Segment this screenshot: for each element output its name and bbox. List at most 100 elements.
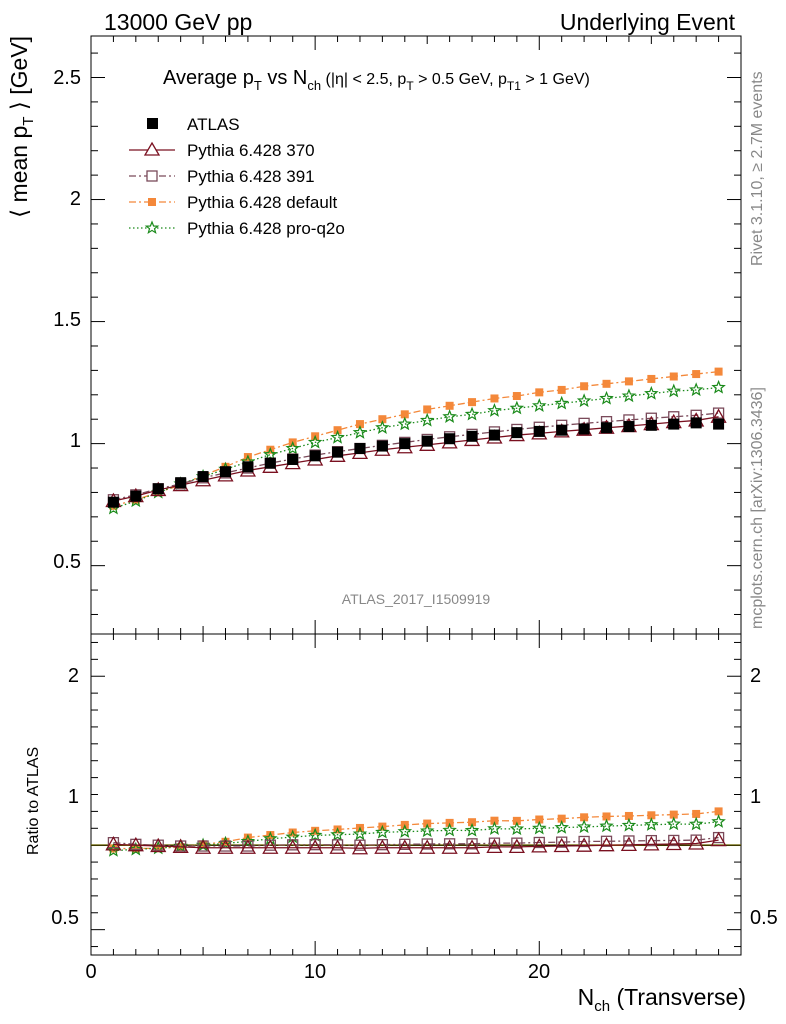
ratio-point-pythia-6-428-pro-q2o <box>599 818 614 833</box>
ratio-point-pythia-6-428-pro-q2o <box>330 827 345 841</box>
data-point-atlas <box>399 438 411 450</box>
ratio-y-axis-label: Ratio to ATLAS <box>25 747 42 855</box>
data-point-atlas <box>556 424 568 436</box>
ratio-point-pythia-6-428-370 <box>374 839 391 854</box>
ratio-point-pythia-6-428-370 <box>643 836 660 851</box>
ratio-point-pythia-6-428-pro-q2o <box>397 824 413 838</box>
data-point-pythia-6-428-default <box>535 388 544 397</box>
data-point-pythia-6-428-pro-q2o <box>711 379 726 394</box>
legend-entry-pythia-391: Pythia 6.428 391 <box>129 167 315 186</box>
ratio-point-pythia-6-428-370 <box>620 836 638 851</box>
ratio-point-pythia-6-428-370 <box>486 838 503 854</box>
y-axis-label: ⟨ mean pT ⟩ [GeV] <box>6 36 37 218</box>
data-point-atlas <box>242 461 254 473</box>
ratio-y-tick-labels-left: 2 1 0.5 <box>51 665 79 929</box>
ratio-point-pythia-6-428-pro-q2o <box>576 819 592 834</box>
data-point-atlas <box>511 427 523 439</box>
ratio-point-pythia-6-428-pro-q2o <box>375 824 390 839</box>
legend-entry-atlas: ATLAS <box>147 115 240 134</box>
data-point-pythia-6-428-default <box>355 420 364 429</box>
ratio-point-pythia-6-428-default <box>468 818 477 827</box>
ratio-point-pythia-6-428-370 <box>531 838 548 853</box>
main-ticks <box>90 36 742 634</box>
ratio-y-tick-labels-right: 2 1 0.5 <box>750 665 778 929</box>
data-point-atlas <box>645 419 657 431</box>
ratio-point-pythia-6-428-370 <box>598 836 615 852</box>
data-point-atlas <box>332 446 344 458</box>
ratio-point-pythia-6-428-370 <box>239 839 257 854</box>
data-point-pythia-6-428-default <box>669 372 678 381</box>
rivet-version-label: Rivet 3.1.10, ≥ 2.7M events <box>749 71 766 266</box>
ratio-point-pythia-6-428-default <box>714 807 723 816</box>
data-point-pythia-6-428-pro-q2o <box>487 403 502 417</box>
ratio-point-pythia-6-428-pro-q2o <box>554 819 569 834</box>
data-point-pythia-6-428-pro-q2o <box>375 420 390 434</box>
x-tick-label-10: 10 <box>304 961 326 983</box>
ratio-point-pythia-6-428-370 <box>665 835 682 851</box>
ratio-line-pythia-6-428-370 <box>113 839 719 849</box>
ratio-point-pythia-6-428-391 <box>623 835 635 847</box>
ratio-point-pythia-6-428-391 <box>443 838 456 850</box>
mcplots-label: mcplots.cern.ch [arXiv:1306.3436] <box>749 387 766 629</box>
ratio-point-pythia-6-428-pro-q2o <box>240 833 256 848</box>
data-point-pythia-6-428-pro-q2o <box>532 398 547 412</box>
ratio-point-pythia-6-428-391 <box>600 835 613 847</box>
data-point-pythia-6-428-pro-q2o <box>330 429 345 444</box>
x-tick-label-20: 20 <box>528 961 550 983</box>
ratio-point-pythia-6-428-391 <box>556 836 568 848</box>
legend-marker-pythia-391 <box>146 170 158 182</box>
ratio-panel-frame <box>90 633 742 956</box>
data-point-atlas <box>713 418 725 430</box>
series-line-pythia-6-428-370 <box>113 416 719 502</box>
data-point-atlas <box>444 433 456 445</box>
ratio-point-pythia-6-428-370 <box>150 837 167 853</box>
ratio-point-pythia-6-428-391 <box>690 834 702 846</box>
data-point-atlas <box>601 422 613 434</box>
ratio-point-pythia-6-428-370 <box>688 835 705 850</box>
ratio-point-pythia-6-428-370 <box>396 839 413 854</box>
ratio-y-tick-label-right-1: 1 <box>750 786 761 808</box>
y-tick-label-2: 2 <box>70 188 81 210</box>
data-point-atlas <box>690 417 702 429</box>
legend-label-pythia-pro-q2o: Pythia 6.428 pro-q2o <box>187 219 345 238</box>
ratio-point-pythia-6-428-391 <box>466 838 478 850</box>
ratio-series-pythia-6-428-370 <box>105 831 727 855</box>
ratio-y-tick-label-1: 1 <box>68 786 79 808</box>
ratio-point-pythia-6-428-default <box>266 831 275 840</box>
legend-entry-pythia-370: Pythia 6.428 370 <box>129 141 315 160</box>
ratio-point-pythia-6-428-default <box>512 816 521 825</box>
legend-label-pythia-391: Pythia 6.428 391 <box>187 167 315 186</box>
ratio-point-pythia-6-428-pro-q2o <box>487 821 502 835</box>
ratio-point-pythia-6-428-default <box>602 812 611 821</box>
ratio-point-pythia-6-428-370 <box>710 831 727 847</box>
ratio-line-pythia-6-428-391 <box>113 836 719 847</box>
ratio-line-pythia-6-428-default <box>113 810 719 850</box>
ratio-point-pythia-6-428-391 <box>645 834 657 847</box>
ratio-line-pythia-6-428-pro-q2o <box>113 821 719 852</box>
ratio-point-pythia-6-428-pro-q2o <box>442 822 457 837</box>
data-point-atlas <box>668 418 680 430</box>
ratio-point-pythia-6-428-default <box>199 840 208 849</box>
legend-label-pythia-370: Pythia 6.428 370 <box>187 141 315 160</box>
ratio-point-pythia-6-428-default <box>669 810 678 819</box>
data-point-atlas <box>152 483 164 495</box>
data-point-pythia-6-428-default <box>490 394 499 403</box>
ratio-point-pythia-6-428-391 <box>578 835 590 848</box>
ratio-point-pythia-6-428-370 <box>419 839 436 854</box>
ratio-point-pythia-6-428-pro-q2o <box>711 814 726 828</box>
data-point-pythia-6-428-pro-q2o <box>509 400 525 415</box>
ratio-ticks <box>90 634 742 955</box>
data-point-atlas <box>309 450 321 462</box>
header-right: Underlying Event <box>560 9 736 35</box>
ratio-point-pythia-6-428-370 <box>307 839 324 854</box>
data-point-atlas <box>107 496 119 508</box>
ratio-point-pythia-6-428-370 <box>351 839 369 855</box>
ratio-point-pythia-6-428-391 <box>399 838 411 850</box>
data-point-atlas <box>466 430 478 442</box>
data-point-pythia-6-428-default <box>580 382 589 391</box>
data-point-atlas <box>197 471 209 483</box>
x-tick-labels: 0 10 20 <box>85 961 550 983</box>
data-point-pythia-6-428-default <box>714 367 723 376</box>
ratio-point-pythia-6-428-370 <box>553 837 570 853</box>
